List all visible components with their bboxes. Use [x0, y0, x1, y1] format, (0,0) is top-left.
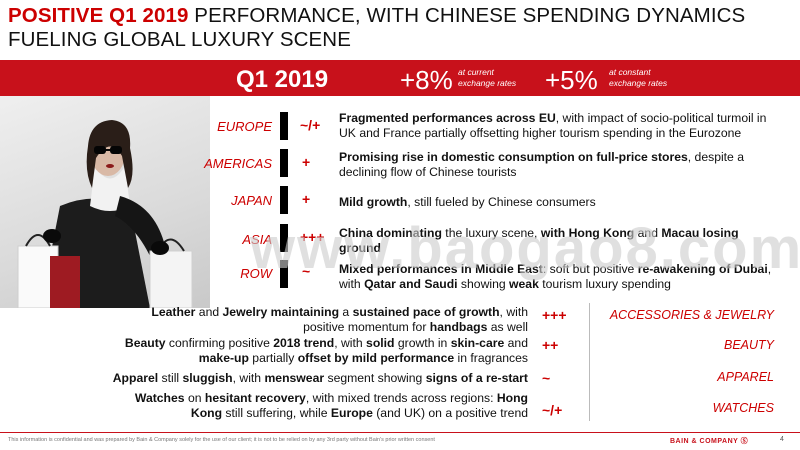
footer-disclaimer: This information is confidential and was…	[8, 437, 435, 443]
category-desc-apparel: Apparel still sluggish, with menswear se…	[112, 371, 528, 385]
region-label-asia: ASIA	[242, 232, 272, 247]
kpi-banner	[0, 60, 800, 96]
category-sign-apparel: ~	[542, 370, 551, 386]
region-marker-bar	[280, 224, 288, 252]
region-label-japan: JAPAN	[231, 193, 272, 208]
banner-period: Q1 2019	[236, 66, 329, 93]
category-desc-accessories: Leather and Jewelry maintaining a sustai…	[151, 305, 528, 334]
category-sign-beauty: ++	[542, 337, 559, 353]
region-marker-bar	[280, 260, 288, 288]
kpi-constant-label: at constant exchange rates	[609, 67, 668, 88]
region-desc-asia: China dominating the luxury scene, with …	[339, 226, 739, 255]
region-marker-bar	[280, 112, 288, 140]
region-desc-europe: Fragmented performances across EU, with …	[339, 111, 767, 140]
category-desc-watches: Watches on hesitant recovery, with mixed…	[134, 391, 528, 420]
region-sign-asia: +++	[300, 229, 325, 245]
region-label-americas: AMERICAS	[204, 156, 272, 171]
category-divider	[589, 303, 590, 421]
region-sign-japan: +	[302, 191, 311, 207]
kpi-current-label: at current exchange rates	[458, 67, 517, 88]
region-label-europe: EUROPE	[217, 119, 272, 134]
title-highlight: POSITIVE Q1 2019	[8, 4, 189, 27]
kpi-current-value: +8%	[400, 65, 453, 95]
page-number: 4	[780, 436, 784, 443]
category-name-accessories: ACCESSORIES & JEWELRY	[609, 308, 774, 322]
watermark: www.baogao8.com	[250, 216, 800, 281]
slide-title: POSITIVE Q1 2019 PERFORMANCE, WITH CHINE…	[8, 4, 788, 52]
region-sign-americas: +	[302, 154, 311, 170]
region-marker-bar	[280, 186, 288, 214]
category-name-apparel: APPAREL	[717, 370, 774, 384]
title-line2: FUELING GLOBAL LUXURY SCENE	[8, 28, 351, 51]
region-sign-row: ~	[302, 263, 311, 279]
brand-mark-icon: Ⓢ	[740, 438, 749, 445]
region-desc-row: Mixed performances in Middle East: soft …	[339, 262, 772, 291]
category-name-watches: WATCHES	[712, 401, 774, 415]
brand-logo: BAIN & COMPANY Ⓢ	[670, 438, 749, 445]
kpi-constant-value: +5%	[545, 65, 598, 95]
shopper-illustration	[17, 120, 193, 308]
category-desc-beauty: Beauty confirming positive 2018 trend, w…	[124, 336, 528, 365]
shopper-photo	[0, 96, 210, 308]
region-label-row: ROW	[240, 266, 272, 281]
region-desc-japan: Mild growth, still fueled by Chinese con…	[339, 195, 596, 209]
region-sign-europe: ~/+	[300, 117, 321, 133]
title-line1-rest: PERFORMANCE, WITH CHINESE SPENDING DYNAM…	[188, 4, 746, 27]
category-sign-accessories: +++	[542, 307, 567, 323]
region-desc-americas: Promising rise in domestic consumption o…	[339, 150, 745, 179]
region-marker-bar	[280, 149, 288, 177]
category-name-beauty: BEAUTY	[723, 338, 774, 352]
category-sign-watches: ~/+	[542, 402, 563, 418]
footer-rule	[0, 432, 800, 433]
